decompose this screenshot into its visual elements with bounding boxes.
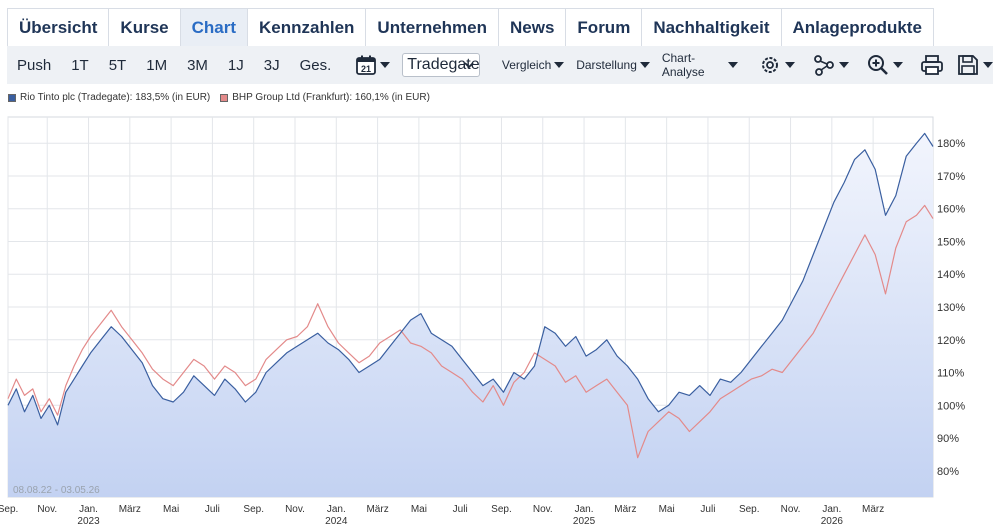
y-tick-label: 160% — [937, 204, 965, 216]
x-tick-label: Juli — [205, 504, 220, 515]
exchange-value: Tradegate — [407, 56, 480, 73]
tab-anlageprodukte[interactable]: Anlageprodukte — [781, 9, 934, 47]
exchange-select[interactable]: Tradegate — [402, 53, 480, 77]
x-tick-label: Nov. — [285, 504, 305, 515]
legend-label: Rio Tinto plc (Tradegate): 183,5% (in EU… — [20, 92, 211, 103]
x-tick-label: Nov. — [533, 504, 553, 515]
tab-kurse[interactable]: Kurse — [109, 9, 181, 47]
period-push[interactable]: Push — [17, 56, 52, 74]
x-tick-label: Sep. — [243, 504, 264, 515]
menu-label: Vergleich — [501, 58, 552, 72]
menu-chart-analyse[interactable]: Chart-Analyse — [662, 51, 738, 79]
x-tick-label: Juli — [453, 504, 468, 515]
period-ges[interactable]: Ges. — [299, 56, 332, 74]
chevron-down-icon — [839, 62, 850, 68]
y-tick-label: 140% — [937, 269, 965, 281]
x-tick-label: Jan. — [822, 504, 841, 515]
menu-vergleich[interactable]: Vergleich — [501, 58, 565, 72]
tab-unternehmen[interactable]: Unternehmen — [366, 9, 499, 47]
tab-chart[interactable]: Chart — [180, 9, 249, 47]
chevron-down-icon — [785, 62, 796, 68]
legend-label: BHP Group Ltd (Frankfurt): 160,1% (in EU… — [232, 92, 430, 103]
period-1j[interactable]: 1J — [227, 56, 244, 74]
chevron-down-icon — [554, 62, 565, 68]
calendar-icon: 21 — [356, 55, 377, 75]
menu-label: Chart-Analyse — [661, 51, 705, 79]
series-area-rio-tinto — [8, 133, 933, 497]
calendar-button[interactable]: 21 — [355, 54, 391, 76]
x-tick-year: 2026 — [821, 516, 844, 527]
tab--bersicht[interactable]: Übersicht — [8, 9, 110, 47]
legend-swatch — [8, 93, 16, 102]
period-5t[interactable]: 5T — [108, 56, 127, 74]
calendar-day: 21 — [361, 64, 371, 74]
period-1t[interactable]: 1T — [71, 56, 89, 74]
x-tick-label: Juli — [700, 504, 715, 515]
menu-label: Darstellung — [576, 58, 637, 72]
legend-item-bhp: BHP Group Ltd (Frankfurt): 160,1% (in EU… — [220, 92, 430, 103]
save-button[interactable] — [956, 53, 993, 77]
zoom-in-icon — [868, 55, 888, 75]
x-tick-label: Nov. — [781, 504, 801, 515]
network-button[interactable] — [812, 53, 850, 77]
x-tick-label: Jan. — [79, 504, 98, 515]
y-tick-label: 170% — [937, 171, 965, 183]
tab-bar: Übersicht Kurse Chart Kennzahlen Unternehmen… — [7, 8, 934, 47]
x-tick-label: Mai — [163, 504, 179, 515]
period-3m[interactable]: 3M — [187, 56, 208, 74]
chevron-down-icon — [893, 62, 904, 68]
x-tick-label: Sep. — [491, 504, 512, 515]
period-selector: Push 1T 5T 1M 3M 1J 3J Ges. — [7, 57, 341, 74]
tab-forum[interactable]: Forum — [566, 9, 643, 47]
x-tick-label: Mai — [659, 504, 675, 515]
chevron-down-icon — [464, 62, 474, 69]
period-3j[interactable]: 3J — [263, 56, 280, 74]
series-line-bhp — [7, 204, 934, 459]
x-tick-label: Nov. — [37, 504, 57, 515]
x-tick-year: 2024 — [325, 516, 348, 527]
zoom-button[interactable] — [866, 53, 904, 77]
chevron-down-icon — [380, 62, 391, 68]
y-tick-label: 80% — [937, 466, 959, 478]
print-button[interactable] — [920, 53, 944, 77]
legend-swatch — [220, 93, 229, 102]
x-tick-label: Jan. — [327, 504, 346, 515]
x-tick-label: Sep. — [739, 504, 760, 515]
x-tick-year: 2023 — [77, 516, 100, 527]
x-tick-label: Mai — [411, 504, 427, 515]
chevron-down-icon — [982, 62, 993, 68]
y-tick-label: 110% — [937, 368, 965, 380]
save-icon — [958, 55, 978, 75]
chart-toolbar: Push 1T 5T 1M 3M 1J 3J Ges. 21 Tradegate Vergle… — [7, 46, 993, 84]
tab-kennzahlen[interactable]: Kennzahlen — [248, 9, 367, 47]
y-tick-label: 90% — [937, 433, 959, 445]
x-tick-label: März — [614, 504, 636, 515]
print-icon — [921, 55, 943, 75]
tab-news[interactable]: News — [499, 9, 567, 47]
y-tick-label: 180% — [937, 138, 965, 150]
menu-darstellung[interactable]: Darstellung — [576, 58, 650, 72]
legend-item-rio-tinto: Rio Tinto plc (Tradegate): 183,5% (in EU… — [8, 92, 210, 103]
network-icon — [814, 55, 834, 76]
date-range-label: 08.08.22 - 03.05.26 — [13, 485, 100, 496]
period-1m[interactable]: 1M — [146, 56, 168, 74]
y-tick-label: 100% — [937, 400, 965, 412]
chevron-down-icon — [727, 62, 738, 68]
x-tick-label: Jan. — [575, 504, 594, 515]
price-chart[interactable]: 80% 90% 100% 110% 120% 130% 140% 150% 160% 170% 18… — [0, 105, 1000, 527]
x-tick-label: Sep. — [0, 504, 18, 515]
x-tick-label: März — [366, 504, 388, 515]
settings-button[interactable] — [758, 53, 796, 77]
x-tick-label: März — [119, 504, 141, 515]
x-tick-year: 2025 — [573, 516, 596, 527]
y-tick-label: 120% — [937, 335, 965, 347]
tab-nachhaltigkeit[interactable]: Nachhaltigkeit — [642, 9, 782, 47]
x-tick-label: März — [862, 504, 884, 515]
y-tick-label: 130% — [937, 302, 965, 314]
chart-legend: Rio Tinto plc (Tradegate): 183,5% (in EU… — [8, 92, 440, 103]
series-line-rio-tinto — [7, 132, 934, 426]
y-tick-label: 150% — [937, 236, 965, 248]
chevron-down-icon — [639, 62, 650, 68]
gear-icon — [762, 57, 779, 73]
